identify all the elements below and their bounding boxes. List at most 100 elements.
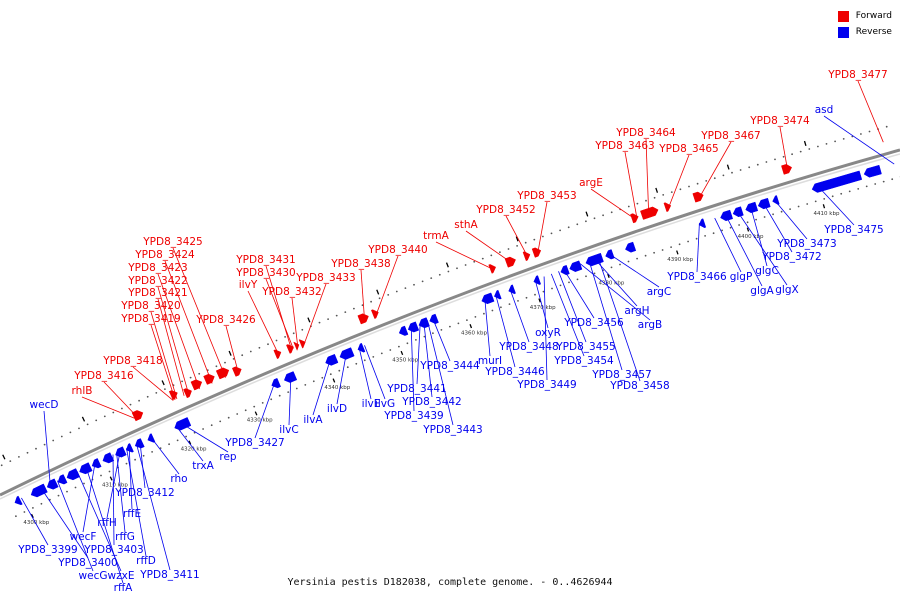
minor-dot: [95, 419, 98, 422]
gene-label-ypd8-3472: YPD8_3472: [761, 251, 821, 263]
reverse-gene: [508, 284, 516, 295]
minor-dot: [533, 238, 536, 241]
gene-label-ypd8-3441: YPD8_3441: [386, 383, 446, 395]
minor-dot: [559, 229, 561, 232]
minor-dot: [121, 407, 123, 410]
gene-label-ypd8-3421: YPD8_3421: [127, 287, 187, 299]
minor-dot: [363, 359, 366, 362]
label-leader-line: [773, 199, 808, 240]
label-leader-line: [495, 294, 516, 368]
minor-dot: [507, 248, 510, 250]
label-leader-line: [537, 201, 548, 254]
minor-dot: [181, 380, 184, 383]
label-leader-line: [150, 324, 176, 400]
reverse-gene: [147, 433, 156, 443]
minor-dot: [729, 226, 732, 229]
minor-dot: [338, 369, 341, 372]
minor-dot: [627, 205, 630, 208]
minor-dot: [125, 462, 128, 465]
minor-dot: [438, 273, 441, 276]
minor-dot: [395, 290, 398, 293]
gene-label-ypd8-3448: YPD8_3448: [498, 341, 558, 353]
minor-dot: [712, 232, 715, 235]
minor-dot: [695, 237, 698, 240]
minor-dot: [0, 464, 3, 467]
forward-gene: [215, 367, 230, 380]
minor-dot: [112, 411, 115, 414]
forward-gene: [203, 373, 215, 385]
label-leader-line: [358, 347, 372, 400]
label-leader-line: [126, 448, 147, 557]
gene-label-ypd8-3454: YPD8_3454: [553, 355, 614, 367]
strand-legend: Forward Reverse: [837, 8, 892, 40]
reverse-gene: [79, 462, 93, 475]
minor-dot: [142, 454, 145, 457]
minor-dot: [66, 490, 68, 493]
gene-label-glgp: glgP: [730, 271, 753, 283]
label-leader-line: [509, 288, 530, 343]
minor-dot: [644, 254, 647, 257]
minor-dot: [292, 332, 295, 335]
gene-label-ypd8-3430: YPD8_3430: [235, 267, 295, 279]
minor-dot: [100, 474, 102, 477]
minor-dot: [882, 180, 885, 183]
label-leader-line: [817, 185, 855, 226]
minor-dot: [321, 376, 324, 379]
minor-dot: [662, 194, 665, 196]
label-leader-line: [157, 273, 200, 390]
minor-dot: [456, 267, 458, 270]
label-leader-line: [336, 352, 347, 405]
forward-gene: [357, 313, 369, 325]
minor-dot: [874, 183, 877, 185]
label-leader-line: [750, 206, 768, 267]
forward-gene: [183, 388, 192, 399]
minor-dot: [344, 311, 347, 313]
minor-dot: [534, 293, 536, 296]
label-leader-line: [736, 210, 788, 286]
minor-dot: [731, 171, 733, 174]
label-leader-line: [668, 154, 690, 209]
gene-label-ypd8-3463: YPD8_3463: [594, 140, 654, 152]
minor-dot: [576, 223, 579, 226]
scale-tick-label: 4300 kbp: [23, 520, 49, 526]
minor-dot: [432, 332, 434, 335]
minor-dot: [473, 260, 476, 263]
minor-dot: [782, 155, 785, 158]
minor-dot: [567, 226, 570, 229]
label-leader-lines: [21, 80, 895, 584]
minor-dot: [610, 211, 613, 214]
gene-label-ypd8-3433: YPD8_3433: [295, 272, 355, 284]
minor-dot: [335, 314, 338, 317]
minor-dot: [670, 246, 672, 249]
minor-dot: [772, 213, 774, 216]
label-leader-line: [150, 436, 180, 475]
label-leader-line: [181, 423, 229, 453]
minor-dot: [705, 180, 708, 182]
minor-dot: [361, 304, 364, 307]
minor-dot: [806, 203, 809, 205]
minor-dot: [413, 283, 415, 286]
minor-dot: [721, 229, 723, 232]
reverse-gene: [125, 443, 134, 453]
minor-dot: [146, 395, 149, 398]
label-leader-line: [534, 279, 549, 329]
minor-dot: [57, 494, 60, 497]
minor-dot: [610, 266, 613, 269]
gene-label-ypd8-3465: YPD8_3465: [658, 143, 718, 155]
label-leader-line: [432, 318, 451, 362]
minor-dot: [270, 398, 273, 401]
gene-label-ilvg: ilvG: [375, 398, 395, 410]
scale-tick-label: 4390 kbp: [667, 257, 693, 263]
reverse-gene: [863, 164, 882, 178]
gene-features: [14, 164, 882, 506]
reverse-gene: [407, 321, 420, 333]
minor-dot: [103, 415, 106, 418]
minor-dot: [210, 424, 213, 427]
gene-label-ypd8-3457: YPD8_3457: [591, 369, 651, 381]
gene-label-wecf: wecF: [70, 531, 97, 543]
reverse-gene: [429, 313, 439, 324]
label-leader-line: [558, 271, 587, 343]
label-leader-line: [857, 80, 884, 143]
forward-gene: [190, 379, 203, 391]
minor-dot: [406, 342, 409, 345]
